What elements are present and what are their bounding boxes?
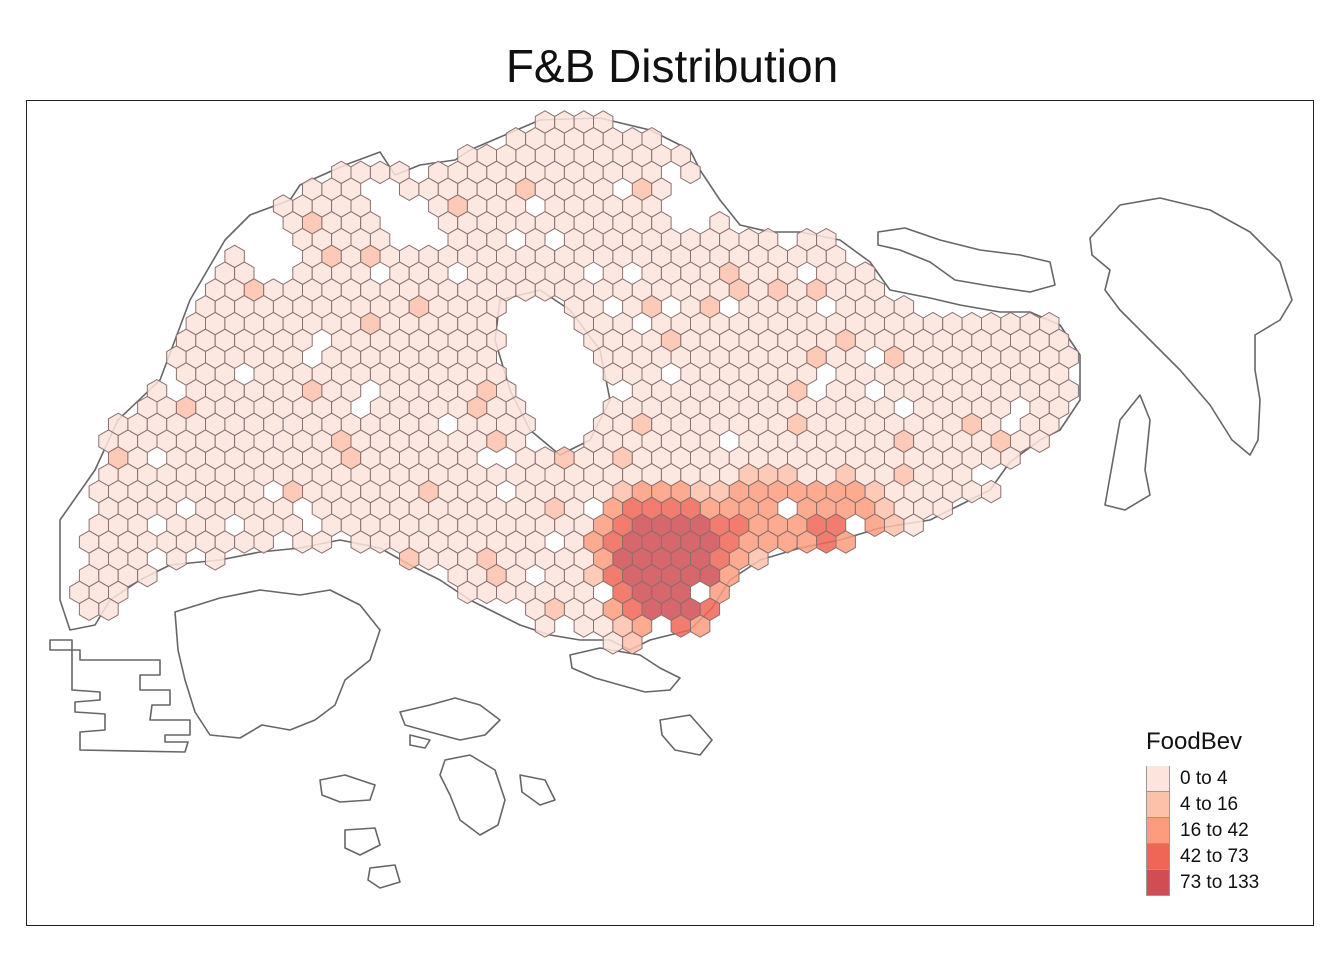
hot-spot-hexagon-layer xyxy=(602,496,847,638)
southern-island-3-outline xyxy=(344,827,381,856)
hexagon-cell xyxy=(205,547,226,571)
legend: FoodBev 0 to 4 4 to 16 16 to 42 42 to 73… xyxy=(1146,728,1259,896)
hexagon-cell xyxy=(534,278,556,302)
southern-island-2-outline xyxy=(319,774,376,803)
hexagon-cell xyxy=(253,530,274,554)
ubin-island-outline xyxy=(877,227,1056,293)
hexagon-cell xyxy=(515,278,536,302)
semakau-outline xyxy=(399,697,501,741)
southern-island-1-outline xyxy=(439,754,506,836)
southern-island-6-outline xyxy=(659,714,713,756)
legend-row: 0 to 4 xyxy=(1146,766,1259,792)
hexagon-cell xyxy=(399,177,420,201)
southern-island-4-outline xyxy=(367,864,401,889)
legend-label: 0 to 4 xyxy=(1180,768,1228,789)
hexagon-cell xyxy=(622,631,643,655)
hexagon-cell xyxy=(680,160,701,185)
hexagon-cell xyxy=(1000,446,1021,470)
hexagon-cell xyxy=(137,563,158,588)
legend-row: 4 to 16 xyxy=(1146,792,1259,818)
hexagon-cell xyxy=(457,580,478,605)
tuas-outline xyxy=(49,639,191,753)
coastline-layer xyxy=(49,117,1293,889)
hexagon-cell xyxy=(573,614,594,638)
legend-swatch xyxy=(1146,766,1170,792)
main-island-outline xyxy=(59,117,1081,651)
hexagon-cell xyxy=(961,479,982,504)
hexagon-cell xyxy=(292,530,313,554)
hexagon-cell xyxy=(98,597,119,621)
legend-label: 16 to 42 xyxy=(1180,820,1249,841)
east-coast-reclaim-outline xyxy=(1104,394,1151,511)
legend-label: 4 to 16 xyxy=(1180,794,1239,815)
hexagon-cell xyxy=(748,547,769,571)
hexagon-cell xyxy=(369,160,391,185)
hexagon-cell xyxy=(602,631,624,655)
hexagon-cell xyxy=(903,513,924,537)
map-title: F&B Distribution xyxy=(505,40,839,92)
legend-label: 42 to 73 xyxy=(1180,846,1249,867)
legend-row: 16 to 42 xyxy=(1146,818,1259,844)
hexagon-cell xyxy=(932,496,953,521)
legend-swatch xyxy=(1146,818,1170,844)
hexagon-cell xyxy=(699,563,721,588)
hexagon-cell xyxy=(369,530,391,554)
hexagon-cell xyxy=(78,597,100,621)
hexagon-cell xyxy=(602,362,624,386)
jurong-island-outline xyxy=(174,589,381,739)
hexagon-cell xyxy=(534,614,556,638)
southern-island-7-outline xyxy=(409,734,431,749)
hexagon-grid-layer xyxy=(69,110,1079,655)
hexagon-cell xyxy=(476,580,497,605)
legend-row: 42 to 73 xyxy=(1146,844,1259,870)
hexagon-cell xyxy=(864,513,885,537)
hexagon-cell xyxy=(311,530,333,554)
legend-label: 73 to 133 xyxy=(1180,872,1260,893)
hexagon-cell xyxy=(496,580,517,605)
hexagon-cell xyxy=(981,479,1002,504)
legend-swatch xyxy=(1146,844,1170,870)
hexagon-cell xyxy=(166,547,187,571)
hexagon-cell xyxy=(418,547,439,571)
legend-swatch xyxy=(1146,792,1170,818)
hexagon-cell xyxy=(816,530,837,554)
hexagon-cell xyxy=(486,429,507,453)
hexagon-cell xyxy=(399,547,420,571)
sentosa-outline xyxy=(569,647,681,693)
hexagon-cell xyxy=(699,597,721,621)
hexagon-cell xyxy=(622,597,643,621)
legend-row: 73 to 133 xyxy=(1146,870,1259,896)
tekong-island-outline xyxy=(1089,197,1293,456)
legend-swatch xyxy=(1146,870,1170,896)
hexagon-cell xyxy=(981,446,1002,470)
southern-island-5-outline xyxy=(519,774,556,806)
legend-title: FoodBev xyxy=(1146,728,1243,755)
hexagon-cell xyxy=(641,597,662,621)
hexagon-cell xyxy=(350,530,371,554)
map-frame xyxy=(26,100,1314,926)
hexagon-cell xyxy=(234,530,255,554)
hexagon-cell xyxy=(670,614,691,638)
hexagon-cell xyxy=(777,530,798,554)
hexagon-cell xyxy=(1029,429,1050,453)
hexagon-cell xyxy=(884,513,905,537)
